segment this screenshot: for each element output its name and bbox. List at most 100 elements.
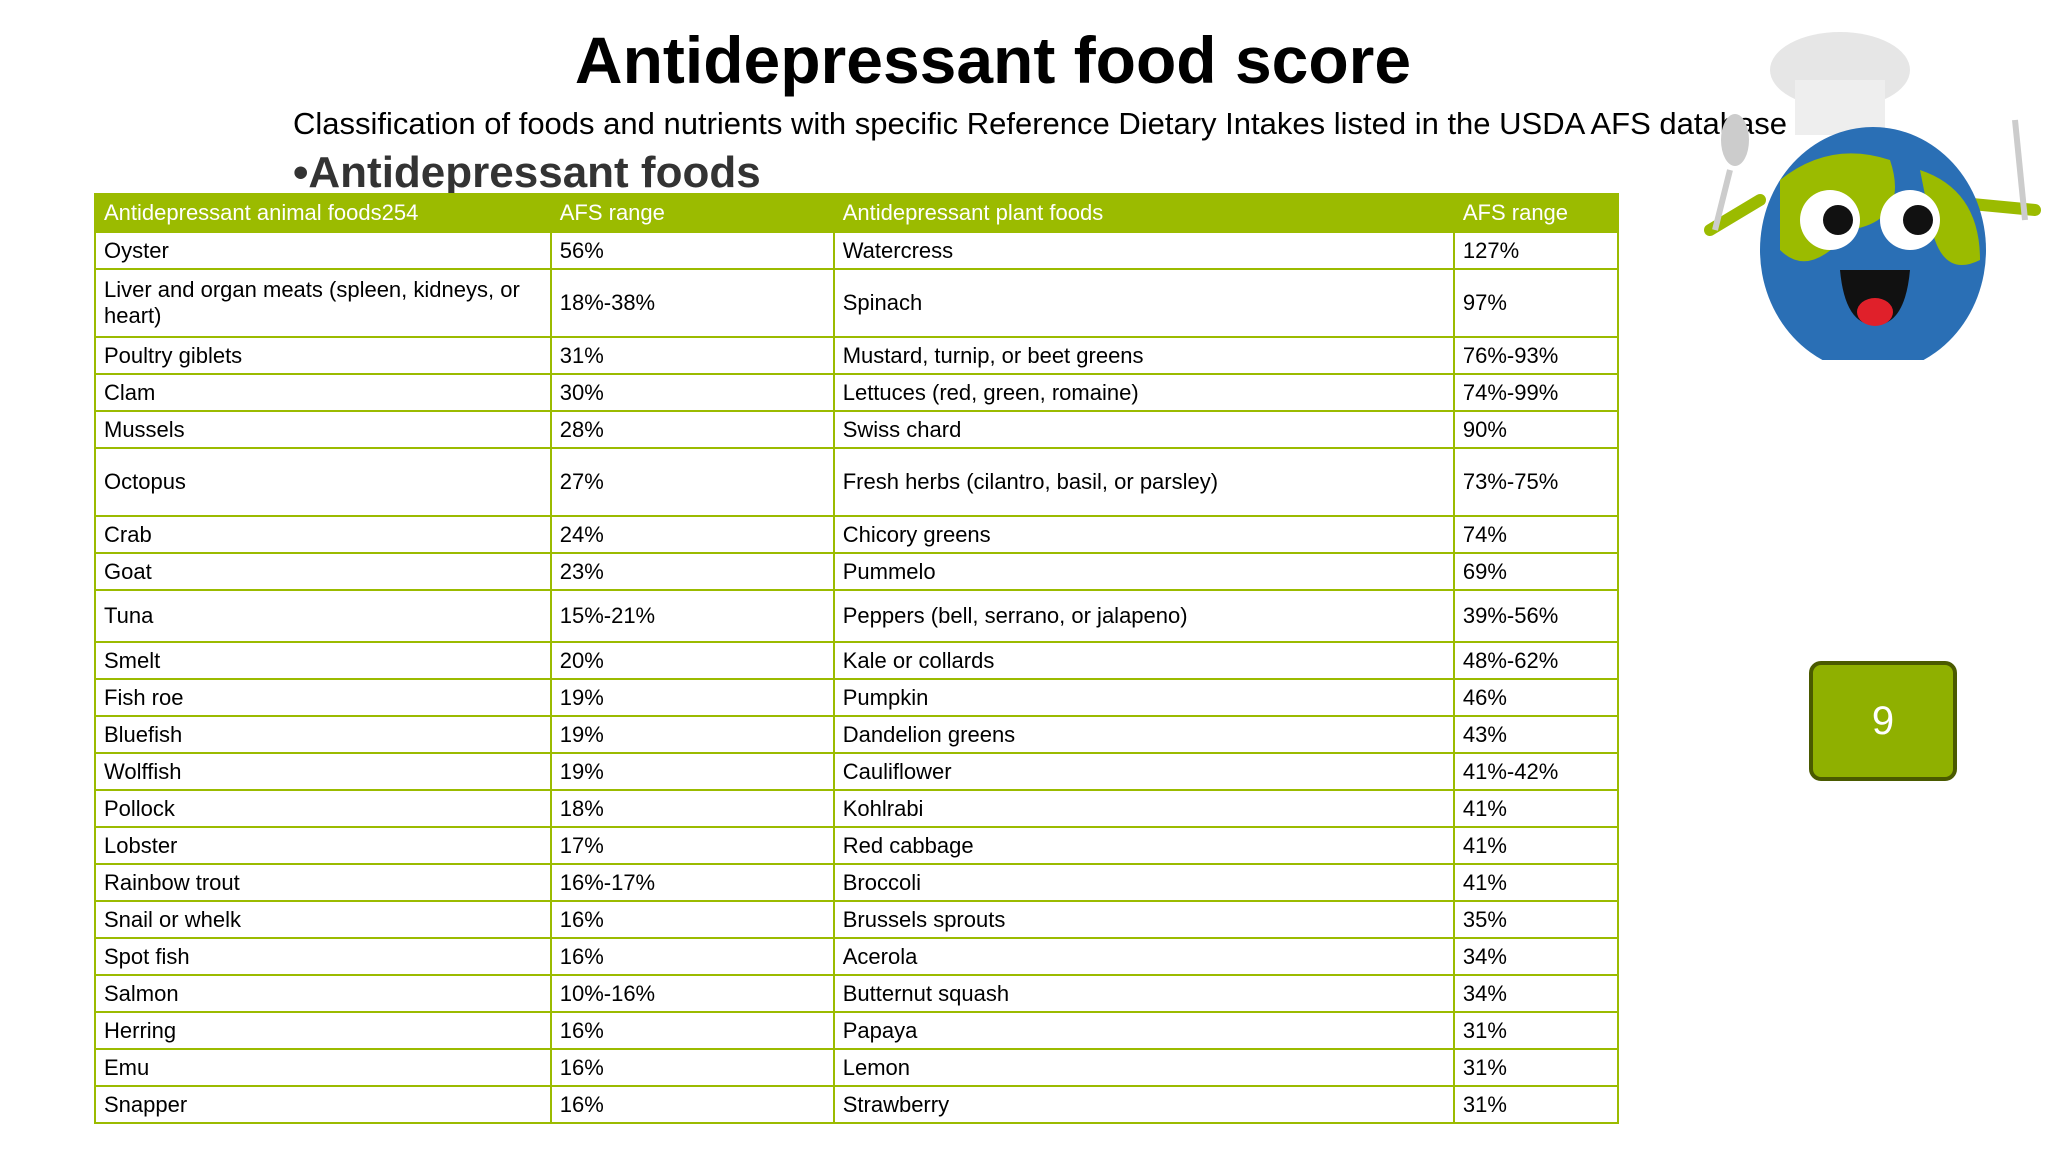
table-cell: Oyster [94,231,552,270]
table-row: Wolffish 19% Cauliflower 41%-42% [94,752,1620,791]
table-cell: Kohlrabi [832,789,1455,828]
table-cell: Fish roe [94,678,552,717]
table-cell: 43% [1452,715,1620,754]
table-row: Crab 24% Chicory greens 74% [94,515,1620,554]
table-cell: Strawberry [832,1085,1455,1124]
table-row: Lobster 17% Red cabbage 41% [94,826,1620,865]
table-cell: Spot fish [94,937,552,976]
table-row: Octopus 27% Fresh herbs (cilantro, basil, … [94,447,1620,517]
table-cell: Smelt [94,641,552,680]
table-cell: 10%-16% [549,974,835,1013]
table-cell: 31% [1452,1048,1620,1087]
table-cell: 73%-75% [1452,447,1620,517]
table-cell: 19% [549,678,835,717]
table-cell: Bluefish [94,715,552,754]
table-cell: 48%-62% [1452,641,1620,680]
title: Antidepressant food score [574,23,1412,97]
table-cell: 74% [1452,515,1620,554]
table-cell: 97% [1452,268,1620,338]
table-row: Bluefish 19% Dandelion greens 43% [94,715,1620,754]
table-cell: Clam [94,373,552,412]
table-cell: 31% [1452,1085,1620,1124]
spoon [1712,169,1733,231]
table-cell: 76%-93% [1452,336,1620,375]
table-cell: 24% [549,515,835,554]
table-cell: 15%-21% [549,589,835,643]
table-cell: Spinach [832,268,1455,338]
table-row: Oyster 56% Watercress 127% [94,231,1620,270]
table-cell: 41% [1452,826,1620,865]
table-cell: 35% [1452,900,1620,939]
table-row: Salmon 10%-16% Butternut squash 34% [94,974,1620,1013]
table-cell: Watercress [832,231,1455,270]
table-row: Rainbow trout 16%-17% Broccoli 41% [94,863,1620,902]
table-cell: Mussels [94,410,552,449]
table-cell: 41% [1452,863,1620,902]
table-cell: 23% [549,552,835,591]
table-cell: 16% [549,1048,835,1087]
table-cell: 18% [549,789,835,828]
table-row: Smelt 20% Kale or collards 48%-62% [94,641,1620,680]
header-row: Antidepressant animal foods254 AFS range A… [94,193,1620,233]
table-cell: 31% [1452,1011,1620,1050]
table-cell: Kale or collards [832,641,1455,680]
table-cell: 39%-56% [1452,589,1620,643]
table-row: Pollock 18% Kohlrabi 41% [94,789,1620,828]
table-row: Snapper 16% Strawberry 31% [94,1085,1620,1124]
table-cell: Salmon [94,974,552,1013]
table-cell: 16% [549,937,835,976]
table-cell: 16% [549,1011,835,1050]
table-cell: 16% [549,900,835,939]
pupil [1903,205,1933,235]
table-cell: 90% [1452,410,1620,449]
table-row: Tuna 15%-21% Peppers (bell, serrano, or ja… [94,589,1620,643]
table-cell: Lettuces (red, green, romaine) [832,373,1455,412]
table-cell: Dandelion greens [832,715,1455,754]
table-cell: Goat [94,552,552,591]
table-body: Oyster 56% Watercress 127% Liver and organ m… [94,231,1620,1124]
bullet: •Antidepressant foods [293,148,761,197]
table-cell: Butternut squash [832,974,1455,1013]
table-cell: 127% [1452,231,1620,270]
table-cell: Peppers (bell, serrano, or jalapeno) [832,589,1455,643]
table-cell: 19% [549,752,835,791]
table-cell: 41% [1452,789,1620,828]
food-table: Antidepressant animal foods254 AFS range A… [94,193,1620,1124]
table-cell: Tuna [94,589,552,643]
table-cell: Wolffish [94,752,552,791]
table-cell: Snail or whelk [94,900,552,939]
table-cell: 30% [549,373,835,412]
table-cell: Emu [94,1048,552,1087]
table-cell: Brussels sprouts [832,900,1455,939]
table-cell: 56% [549,231,835,270]
table-row: Snail or whelk 16% Brussels sprouts 35% [94,900,1620,939]
table-row: Mussels 28% Swiss chard 90% [94,410,1620,449]
chef-hat-band [1795,80,1885,135]
table-row: Herring 16% Papaya 31% [94,1011,1620,1050]
table-cell: Swiss chard [832,410,1455,449]
table-row: Goat 23% Pummelo 69% [94,552,1620,591]
table-cell: Rainbow trout [94,863,552,902]
table-cell: Acerola [832,937,1455,976]
table-cell: Cauliflower [832,752,1455,791]
table-cell: Snapper [94,1085,552,1124]
column-header: Antidepressant animal foods254 [94,193,552,233]
table-cell: Herring [94,1011,552,1050]
tongue [1857,298,1893,326]
table-cell: Chicory greens [832,515,1455,554]
table-cell: 17% [549,826,835,865]
table-cell: 19% [549,715,835,754]
table-cell: Octopus [94,447,552,517]
table-cell: Poultry giblets [94,336,552,375]
table-cell: Pummelo [832,552,1455,591]
table-cell: 16% [549,1085,835,1124]
table-cell: Pollock [94,789,552,828]
table-cell: Red cabbage [832,826,1455,865]
table-cell: Papaya [832,1011,1455,1050]
column-header: AFS range [1452,193,1620,233]
table-row: Spot fish 16% Acerola 34% [94,937,1620,976]
table-cell: Crab [94,515,552,554]
table-row: Poultry giblets 31% Mustard, turnip, or be… [94,336,1620,375]
fork [2012,119,2028,221]
